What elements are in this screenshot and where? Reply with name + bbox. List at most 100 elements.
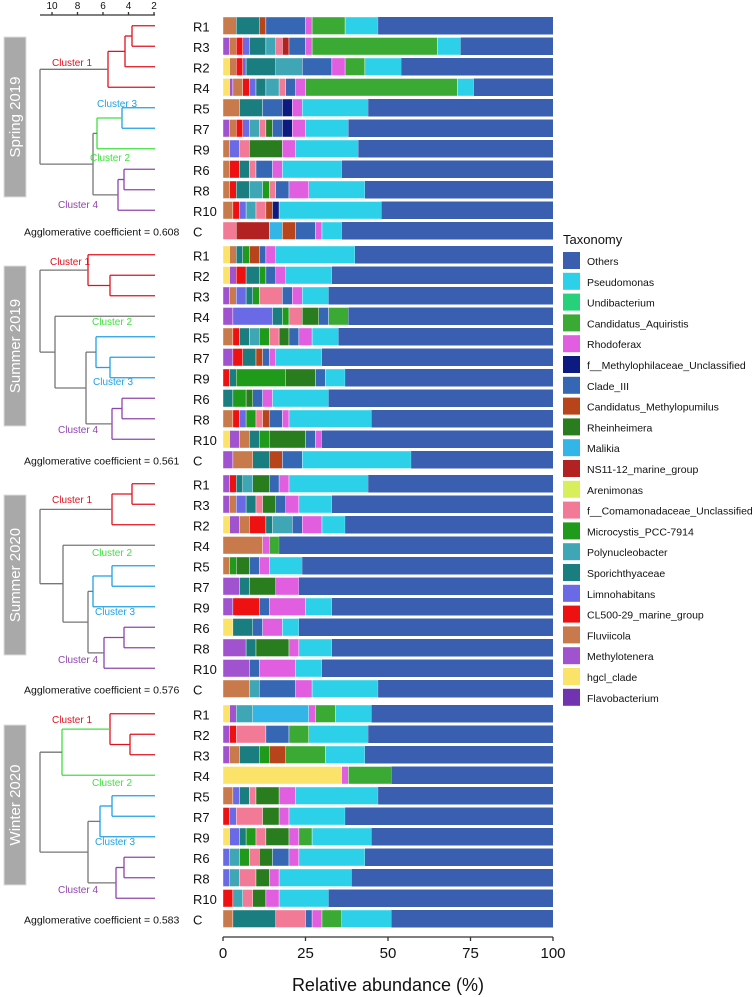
bar-segment [265, 201, 273, 220]
bar-segment [259, 245, 267, 264]
bar-segment [239, 848, 250, 867]
bar-segment [348, 307, 553, 325]
bar-segment [222, 556, 230, 575]
bar-segment [288, 37, 306, 56]
legend-label: Undibacterium [587, 298, 655, 310]
bar-segment [272, 515, 293, 534]
bar-segment [335, 704, 372, 723]
cluster-label: Cluster 3 [95, 607, 135, 618]
bar-segment [275, 348, 323, 367]
bar-segment [262, 409, 270, 428]
season-banner [3, 36, 27, 198]
bar-segment [259, 597, 270, 616]
bar-segment [262, 536, 270, 555]
bar-segment [311, 909, 323, 928]
bar-segment [222, 201, 234, 220]
legend-swatch [563, 397, 580, 415]
bar-segment [391, 910, 553, 928]
bar-segment [265, 119, 273, 138]
bar-segment [222, 495, 230, 514]
bar-segment [344, 16, 379, 35]
bar-segment [222, 409, 234, 428]
sample-label: R4 [193, 769, 210, 784]
bar-segment [378, 17, 553, 35]
bar-segment [282, 618, 300, 637]
bar-segment [311, 327, 339, 346]
bar-segment [235, 474, 243, 493]
bar-segment [278, 474, 290, 493]
bar-segment [262, 389, 273, 408]
season-label: Summer 2019 [7, 299, 24, 393]
bar-segment [288, 327, 300, 346]
bar-segment [351, 869, 553, 887]
sample-label: R8 [193, 642, 210, 657]
bar-segment [229, 704, 237, 723]
bar-segment [259, 745, 270, 764]
legend-label: Others [587, 256, 619, 268]
bar-segment [364, 746, 553, 764]
bar-segment [322, 659, 553, 677]
bar-segment [222, 577, 240, 596]
bar-segment [364, 181, 553, 199]
bar-segment [295, 139, 359, 158]
bar-segment [232, 889, 243, 908]
sample-label: R9 [193, 143, 210, 158]
bar-segment [229, 745, 240, 764]
bar-segment [222, 286, 230, 305]
bar-segment [292, 98, 303, 117]
sample-label: R3 [193, 40, 210, 55]
bar-segment [222, 766, 343, 785]
cluster-label: Cluster 1 [52, 495, 92, 506]
sample-label: C [193, 225, 202, 240]
bar-segment [285, 78, 296, 97]
bar-segment [341, 766, 349, 785]
bar-segment [229, 868, 240, 887]
bar-segment [288, 807, 346, 826]
bar-segment [222, 266, 230, 285]
sample-label: R7 [193, 351, 210, 366]
sample-label: R8 [193, 413, 210, 428]
bar-segment [265, 725, 290, 744]
bar-segment [222, 78, 230, 97]
bar-segment [371, 705, 553, 723]
bar-segment [308, 180, 366, 199]
bar-segment [364, 848, 553, 866]
bar-segment [265, 78, 280, 97]
bar-segment [255, 827, 267, 846]
bar-segment [278, 78, 286, 97]
sample-label: R10 [193, 204, 217, 219]
legend-label: Malikia [587, 443, 620, 455]
season-label: Spring 2019 [7, 77, 24, 158]
bar-segment [259, 16, 267, 35]
x-tick-label: 50 [380, 945, 397, 962]
bar-segment [321, 515, 346, 534]
bar-segment [269, 868, 280, 887]
cluster-label: Cluster 4 [58, 885, 98, 896]
bar-segment [259, 266, 267, 285]
bar-segment [229, 286, 237, 305]
legend-label: Limnohabitans [587, 589, 655, 601]
legend-label: Arenimonas [587, 485, 643, 497]
bar-segment [368, 475, 553, 493]
bar-segment [265, 266, 276, 285]
bar-segment [222, 515, 230, 534]
bar-segment [245, 827, 257, 846]
bar-segment [232, 78, 243, 97]
bar-segment [255, 348, 263, 367]
sample-label: R2 [193, 61, 210, 76]
bar-segment [308, 704, 316, 723]
sample-label: R9 [193, 831, 210, 846]
bar-segment [341, 160, 553, 178]
x-axis-title: Relative abundance (%) [292, 975, 484, 995]
cluster-label: Cluster 2 [92, 317, 132, 328]
bar-segment [232, 450, 253, 469]
sample-label: R4 [193, 539, 210, 554]
bar-segment [305, 16, 313, 35]
bar-segment [269, 745, 286, 764]
bar-segment [262, 495, 277, 514]
bar-segment [229, 180, 237, 199]
sample-label: R1 [193, 708, 210, 723]
bar-segment [259, 679, 296, 698]
bar-segment [235, 725, 267, 744]
bar-segment [278, 786, 296, 805]
